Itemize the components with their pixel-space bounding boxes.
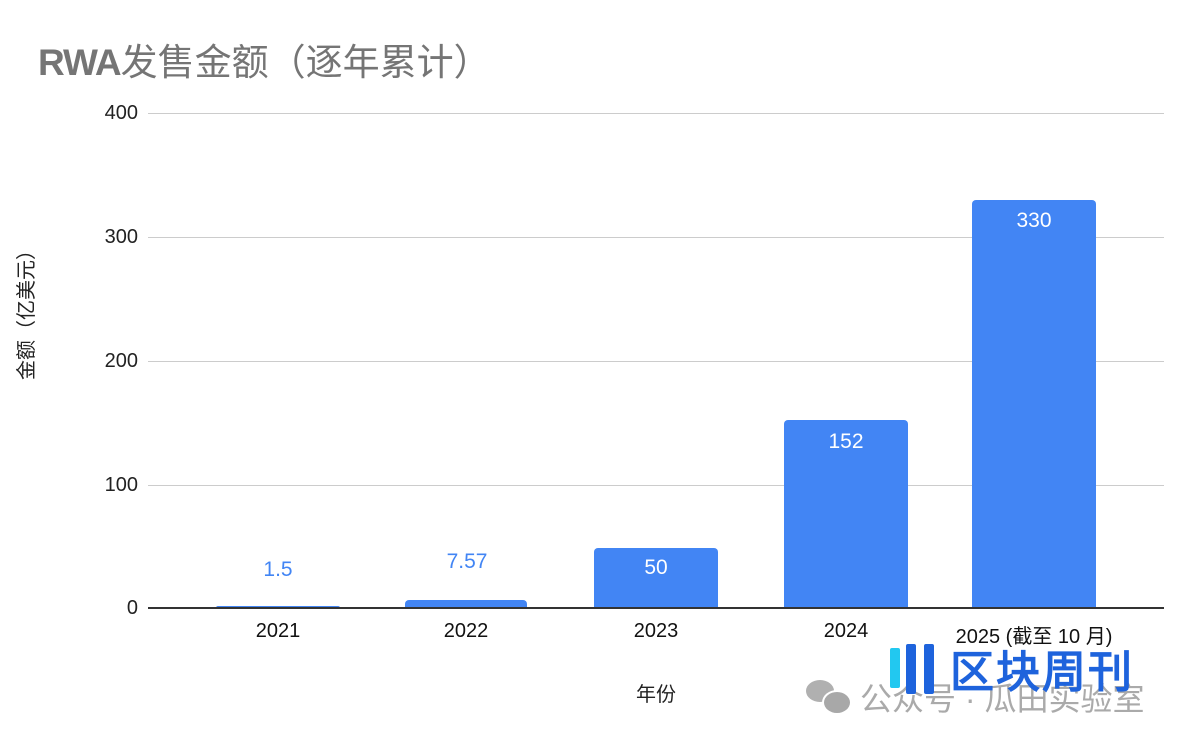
- wechat-icon: [806, 680, 852, 715]
- watermark-brand: 区块周刊: [888, 636, 1134, 700]
- x-axis-label: 年份: [636, 684, 676, 706]
- y-tick: 100: [104, 474, 138, 496]
- x-tick: 2021: [255, 620, 301, 642]
- gridline-400: [148, 113, 1164, 114]
- value-label: 50: [644, 556, 668, 579]
- y-tick: 0: [126, 597, 138, 619]
- value-label: 330: [1016, 209, 1052, 232]
- gridline-200: [148, 361, 1164, 362]
- chart-title: RWA发售金额（逐年累计）: [38, 32, 491, 86]
- bar-2022: [405, 600, 527, 608]
- x-tick: 2025 (截至 10 月): [955, 626, 1113, 648]
- brand-logo-icon: [888, 638, 946, 698]
- y-tick: 200: [104, 350, 138, 372]
- value-label: 152: [828, 430, 864, 453]
- gridline-300: [148, 237, 1164, 238]
- x-tick: 2023: [633, 620, 679, 642]
- y-tick: 400: [104, 102, 138, 124]
- value-label: 1.5: [263, 558, 293, 581]
- watermark-brand-text: 区块周刊: [950, 648, 1134, 697]
- bar-2024: [784, 420, 908, 608]
- title-rest: 发售金额（逐年累计）: [120, 42, 491, 83]
- title-bold: RWA: [38, 42, 122, 83]
- value-label: 7.57: [446, 550, 488, 573]
- x-axis-line: [148, 607, 1164, 609]
- y-axis-label: 金额（亿美元）: [16, 240, 38, 380]
- y-tick: 300: [104, 226, 138, 248]
- x-tick: 2022: [443, 620, 489, 642]
- bar-2023: [594, 548, 718, 608]
- gridline-100: [148, 485, 1164, 486]
- bar-2025: [972, 200, 1096, 608]
- x-tick: 2024: [823, 620, 869, 642]
